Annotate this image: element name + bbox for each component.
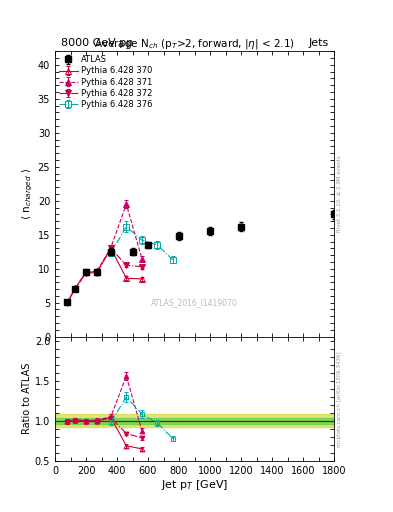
Text: 8000 GeV pp: 8000 GeV pp <box>61 38 133 48</box>
Text: mcplots.cern.ch [arXiv:1306.3436]: mcplots.cern.ch [arXiv:1306.3436] <box>337 351 342 446</box>
Y-axis label: Ratio to ATLAS: Ratio to ATLAS <box>22 363 32 434</box>
Bar <box>55 414 334 427</box>
X-axis label: Jet p$_{T}$ [GeV]: Jet p$_{T}$ [GeV] <box>161 478 228 493</box>
Legend: ATLAS, Pythia 6.428 370, Pythia 6.428 371, Pythia 6.428 372, Pythia 6.428 376: ATLAS, Pythia 6.428 370, Pythia 6.428 37… <box>57 54 154 111</box>
Y-axis label: $\langle$ n$_{charged}$ $\rangle$: $\langle$ n$_{charged}$ $\rangle$ <box>20 168 35 220</box>
Title: Average N$_{ch}$ (p$_{T}$>2, forward, |$\eta$| < 2.1): Average N$_{ch}$ (p$_{T}$>2, forward, |$… <box>94 37 295 51</box>
Text: Jets: Jets <box>308 38 329 48</box>
Text: ATLAS_2016_I1419070: ATLAS_2016_I1419070 <box>151 298 238 307</box>
Bar <box>55 418 334 424</box>
Text: Rivet 3.1.10, ≥ 2.9M events: Rivet 3.1.10, ≥ 2.9M events <box>337 156 342 232</box>
